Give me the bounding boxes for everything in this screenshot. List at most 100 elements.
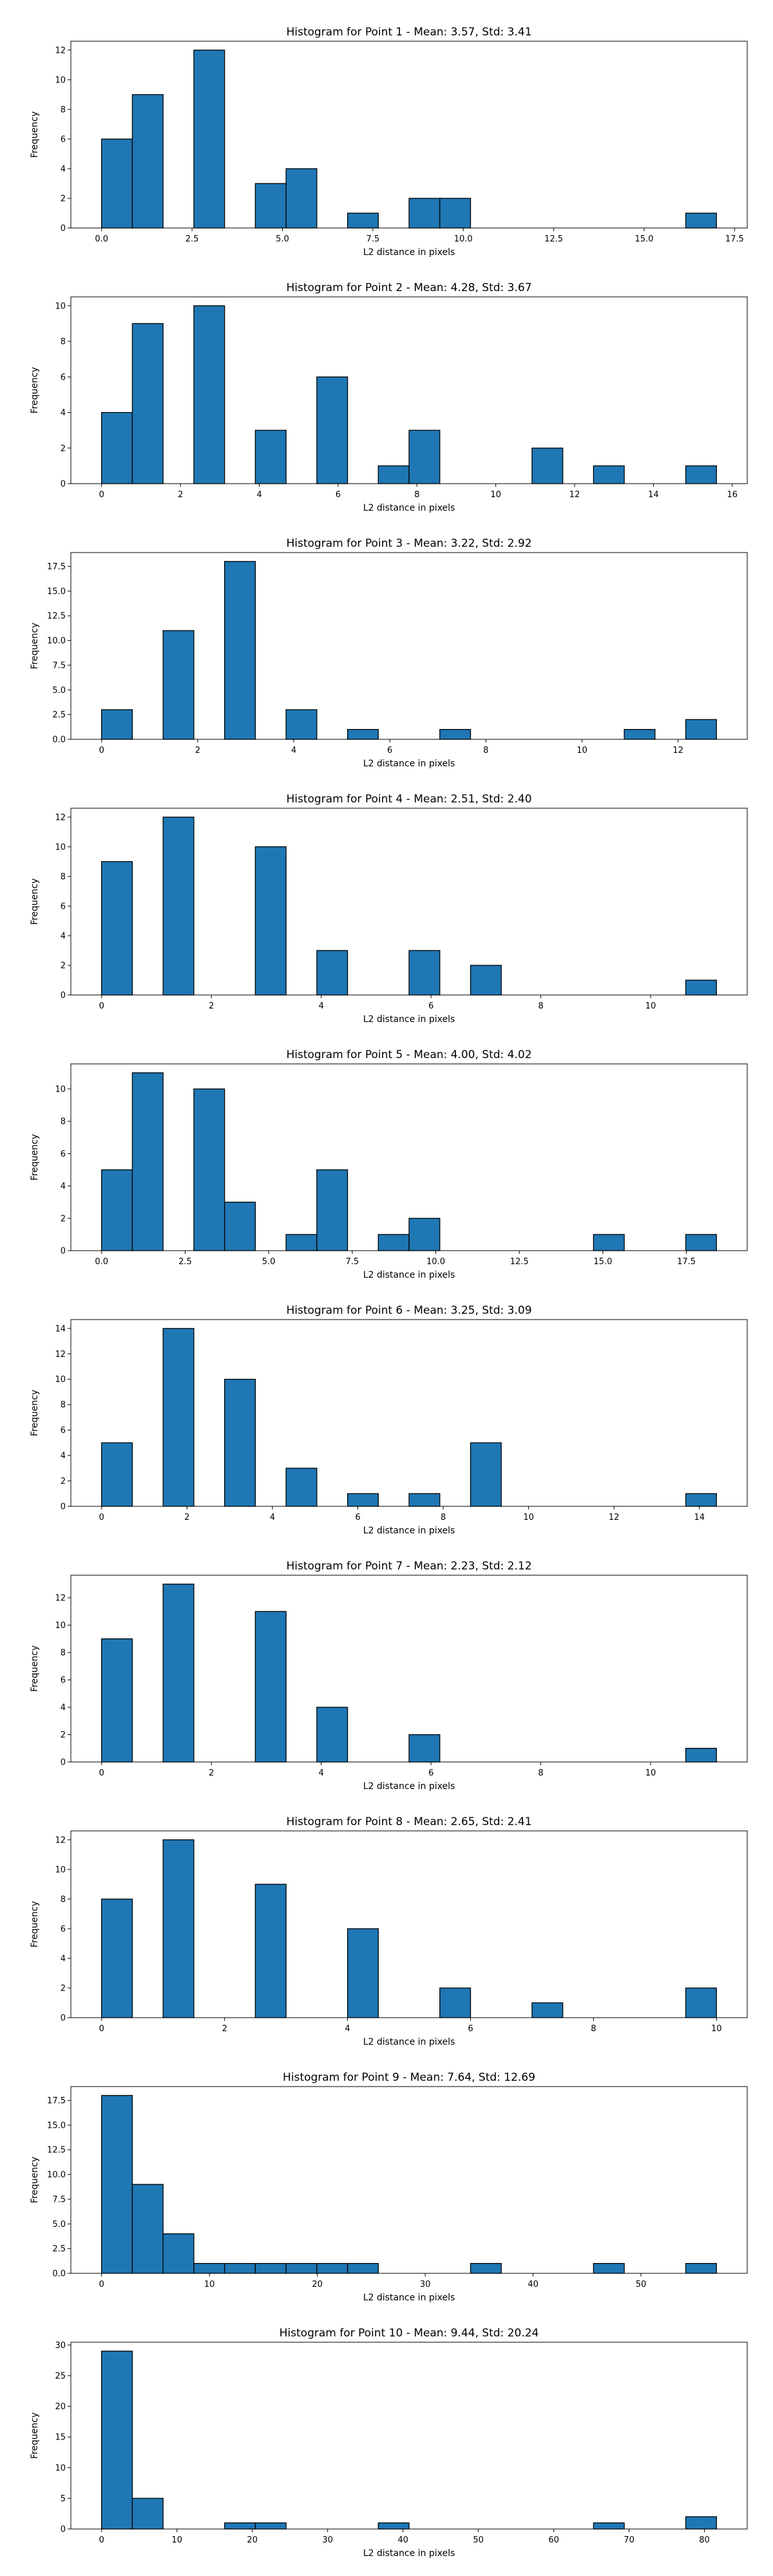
axes-frame bbox=[70, 1575, 748, 1763]
x-tick-label: 50 bbox=[636, 2280, 647, 2289]
histogram-bar bbox=[101, 1442, 133, 1507]
histogram-bar bbox=[193, 1088, 225, 1251]
x-tick-label: 6 bbox=[428, 1768, 434, 1778]
y-axis-label: Frequency bbox=[30, 1390, 40, 1436]
histogram-bar bbox=[470, 965, 502, 996]
histogram-bar bbox=[224, 561, 256, 740]
x-tick-label: 15.0 bbox=[593, 1257, 612, 1267]
y-tick-label: 0 bbox=[61, 991, 66, 1001]
x-axis-label: L2 distance in pixels bbox=[363, 1270, 455, 1280]
x-tick-label: 2 bbox=[178, 490, 183, 500]
histogram-bar bbox=[593, 2522, 625, 2530]
histogram-bar bbox=[101, 861, 133, 996]
histogram-bar bbox=[131, 1072, 164, 1251]
chart-title: Histogram for Point 1 - Mean: 3.57, Std:… bbox=[286, 26, 531, 39]
x-tick-label: 2.5 bbox=[186, 234, 199, 244]
x-tick-label: 0 bbox=[99, 746, 104, 755]
histogram-bar bbox=[685, 1493, 717, 1507]
histogram-bar bbox=[101, 2351, 133, 2530]
y-tick-label: 5 bbox=[61, 2494, 66, 2504]
axes-frame bbox=[70, 2086, 748, 2274]
axes-frame bbox=[70, 1830, 748, 2018]
x-tick-label: 0 bbox=[99, 2024, 104, 2034]
x-axis-label: L2 distance in pixels bbox=[363, 1014, 455, 1025]
y-tick-label: 12 bbox=[55, 813, 66, 822]
histogram-panel-4: 0 2 4 6 8 10 0 2 4 6 8 10 12 Histogram for Point 4 - … bbox=[30, 793, 748, 1025]
chart-title: Histogram for Point 9 - Mean: 7.64, Std:… bbox=[283, 2071, 535, 2084]
y-tick-label: 12 bbox=[55, 46, 66, 55]
histogram-bar bbox=[254, 2522, 287, 2530]
chart-title: Histogram for Point 10 - Mean: 9.44, Std… bbox=[280, 2327, 539, 2340]
y-tick-label: 6 bbox=[61, 373, 66, 383]
x-tick-label: 8 bbox=[483, 746, 488, 755]
x-axis-label: L2 distance in pixels bbox=[363, 2548, 455, 2559]
histogram-bar bbox=[408, 950, 441, 996]
y-tick-label: 2 bbox=[61, 194, 66, 204]
x-tick-label: 2 bbox=[209, 1768, 214, 1778]
x-tick-label: 6 bbox=[336, 490, 341, 500]
histogram-bar bbox=[254, 846, 287, 996]
histogram-bar bbox=[131, 2184, 164, 2274]
y-tick-label: 8 bbox=[61, 337, 66, 347]
x-tick-label: 14 bbox=[648, 490, 659, 500]
x-axis-label: L2 distance in pixels bbox=[363, 247, 455, 258]
x-tick-label: 4 bbox=[291, 746, 296, 755]
y-tick-label: 15.0 bbox=[47, 587, 66, 596]
histogram-bar bbox=[316, 376, 348, 484]
y-tick-label: 0 bbox=[61, 480, 66, 489]
histogram-bar bbox=[439, 198, 472, 229]
histogram-bar bbox=[101, 709, 133, 740]
x-tick-label: 20 bbox=[247, 2535, 258, 2545]
y-tick-label: 8 bbox=[61, 1649, 66, 1658]
histogram-bar bbox=[254, 2263, 287, 2274]
y-tick-label: 6 bbox=[61, 1924, 66, 1934]
y-tick-label: 10 bbox=[55, 1375, 66, 1385]
histogram-bar bbox=[101, 1899, 133, 2018]
x-tick-label: 70 bbox=[624, 2535, 635, 2545]
histogram-bar bbox=[685, 465, 717, 484]
x-tick-label: 14 bbox=[694, 1513, 705, 1522]
histogram-panel-8: 0 2 4 6 8 10 0 2 4 6 8 10 12 Histogram for Point 8 - … bbox=[30, 1815, 748, 2047]
y-tick-label: 12 bbox=[55, 1835, 66, 1845]
histogram-bar bbox=[316, 2263, 348, 2274]
x-tick-label: 6 bbox=[387, 746, 392, 755]
histogram-bar bbox=[254, 1884, 287, 2018]
x-tick-label: 12 bbox=[673, 746, 683, 755]
x-tick-label: 8 bbox=[538, 1768, 543, 1778]
histogram-bar bbox=[224, 2263, 256, 2274]
y-tick-label: 8 bbox=[61, 1117, 66, 1127]
y-tick-label: 6 bbox=[61, 1150, 66, 1159]
histogram-bar bbox=[439, 1987, 472, 2018]
x-tick-label: 10 bbox=[577, 746, 587, 755]
y-tick-label: 10 bbox=[55, 842, 66, 852]
histogram-bar bbox=[347, 2263, 379, 2274]
y-tick-label: 2 bbox=[61, 1984, 66, 1993]
axes-frame bbox=[70, 808, 748, 996]
x-tick-label: 2 bbox=[184, 1513, 189, 1522]
axes-frame bbox=[70, 41, 748, 229]
x-tick-label: 0 bbox=[99, 2535, 104, 2545]
x-tick-label: 2 bbox=[209, 1001, 214, 1011]
y-tick-label: 2 bbox=[61, 1214, 66, 1224]
x-tick-label: 16 bbox=[727, 490, 738, 500]
x-tick-label: 7.5 bbox=[345, 1257, 359, 1267]
x-tick-label: 0.0 bbox=[95, 1257, 108, 1267]
y-tick-label: 2 bbox=[61, 1477, 66, 1486]
y-tick-label: 6 bbox=[61, 135, 66, 144]
histogram-bar bbox=[470, 1442, 502, 1507]
x-axis-label: L2 distance in pixels bbox=[363, 503, 455, 513]
axes-frame bbox=[70, 1319, 748, 1507]
y-tick-label: 4 bbox=[61, 931, 66, 941]
y-tick-label: 4 bbox=[61, 1703, 66, 1713]
histogram-panel-6: 0 2 4 6 8 10 12 14 0 2 4 6 8 10 12 14 Histogram for Poin… bbox=[30, 1304, 748, 1536]
y-tick-label: 10 bbox=[55, 1084, 66, 1094]
x-tick-label: 5.0 bbox=[262, 1257, 276, 1267]
y-tick-label: 7.5 bbox=[52, 661, 66, 670]
histogram-bar bbox=[254, 1611, 287, 1763]
y-tick-label: 2 bbox=[61, 1730, 66, 1740]
histogram-bar bbox=[285, 168, 318, 229]
histogram-bar bbox=[624, 729, 656, 740]
y-tick-label: 10 bbox=[55, 301, 66, 311]
y-tick-label: 0 bbox=[61, 1247, 66, 1256]
x-tick-label: 30 bbox=[420, 2280, 431, 2289]
